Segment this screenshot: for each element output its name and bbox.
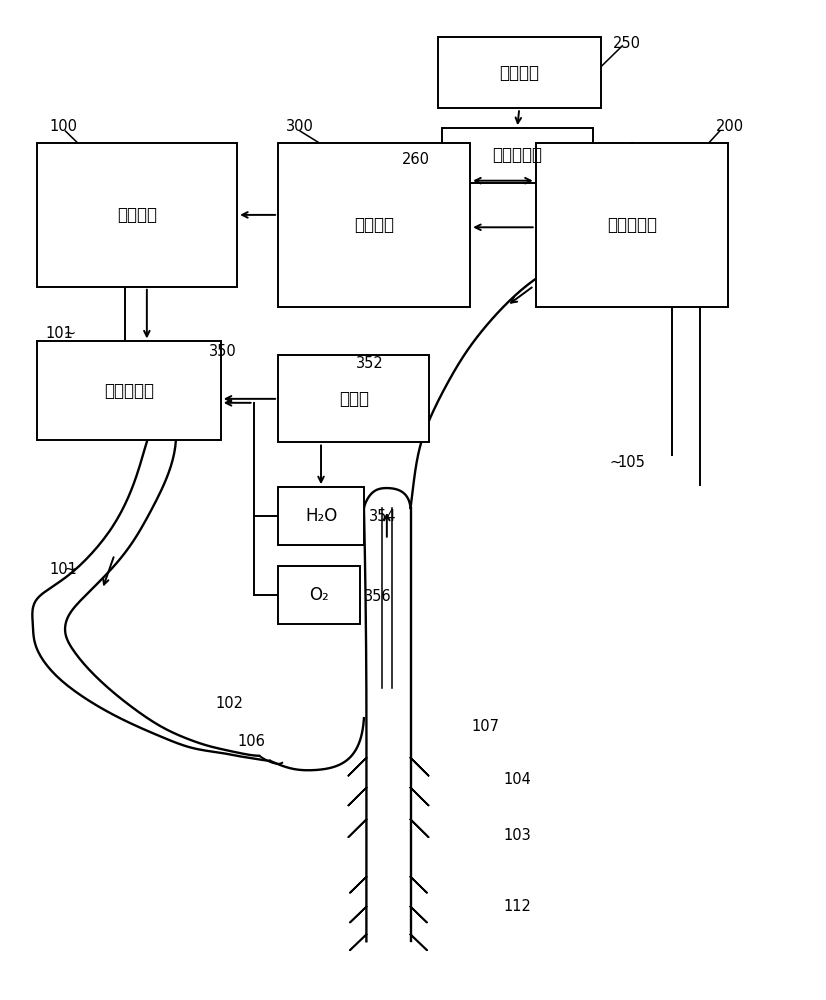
FancyBboxPatch shape — [442, 128, 593, 183]
Text: 354: 354 — [369, 509, 396, 524]
Text: 107: 107 — [472, 719, 500, 734]
FancyBboxPatch shape — [278, 487, 364, 545]
Text: 反馈系统: 反馈系统 — [354, 216, 394, 234]
Text: 260: 260 — [402, 152, 430, 167]
Text: 压力控制器: 压力控制器 — [607, 216, 657, 234]
Text: 可调整增益: 可调整增益 — [492, 146, 542, 164]
Text: 103: 103 — [503, 828, 530, 843]
Text: 105: 105 — [617, 455, 645, 470]
Text: O₂: O₂ — [309, 586, 329, 604]
FancyBboxPatch shape — [37, 143, 237, 287]
Text: 吸入气源: 吸入气源 — [117, 206, 157, 224]
Text: 250: 250 — [614, 36, 641, 51]
Text: 湿度计: 湿度计 — [339, 390, 368, 408]
Text: 气体混合器: 气体混合器 — [104, 382, 154, 400]
Text: 112: 112 — [503, 899, 531, 914]
Text: ~: ~ — [64, 326, 76, 341]
Text: 350: 350 — [209, 344, 236, 359]
Text: 356: 356 — [364, 589, 392, 604]
FancyBboxPatch shape — [37, 341, 221, 440]
Text: 352: 352 — [356, 356, 383, 371]
Text: ~: ~ — [64, 562, 76, 577]
Text: ~: ~ — [610, 455, 621, 470]
Text: 300: 300 — [287, 119, 314, 134]
Text: 104: 104 — [503, 772, 531, 787]
Text: 101: 101 — [49, 562, 77, 577]
FancyBboxPatch shape — [278, 355, 430, 442]
Text: 生理信号: 生理信号 — [499, 64, 539, 82]
Text: H₂O: H₂O — [305, 507, 337, 525]
FancyBboxPatch shape — [438, 37, 601, 108]
FancyBboxPatch shape — [278, 143, 470, 307]
FancyBboxPatch shape — [535, 143, 728, 307]
Text: 200: 200 — [715, 119, 743, 134]
Text: 106: 106 — [237, 734, 265, 749]
Text: 102: 102 — [215, 696, 243, 711]
FancyBboxPatch shape — [278, 566, 360, 624]
Text: 101: 101 — [45, 326, 73, 341]
Text: 100: 100 — [49, 119, 77, 134]
